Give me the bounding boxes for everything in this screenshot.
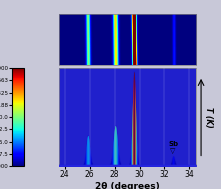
Text: Sb
▽: Sb ▽: [168, 141, 178, 154]
Text: T (K): T (K): [204, 107, 213, 128]
X-axis label: 2θ (degrees): 2θ (degrees): [95, 182, 159, 189]
